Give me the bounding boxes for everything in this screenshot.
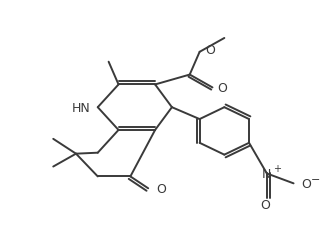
Text: O: O [156, 182, 166, 195]
Text: HN: HN [72, 101, 91, 114]
Text: O: O [217, 82, 227, 94]
Text: O: O [206, 44, 215, 57]
Text: −: − [311, 175, 320, 185]
Text: O: O [260, 198, 270, 211]
Text: +: + [273, 163, 281, 173]
Text: N: N [262, 167, 272, 180]
Text: O: O [302, 177, 311, 190]
